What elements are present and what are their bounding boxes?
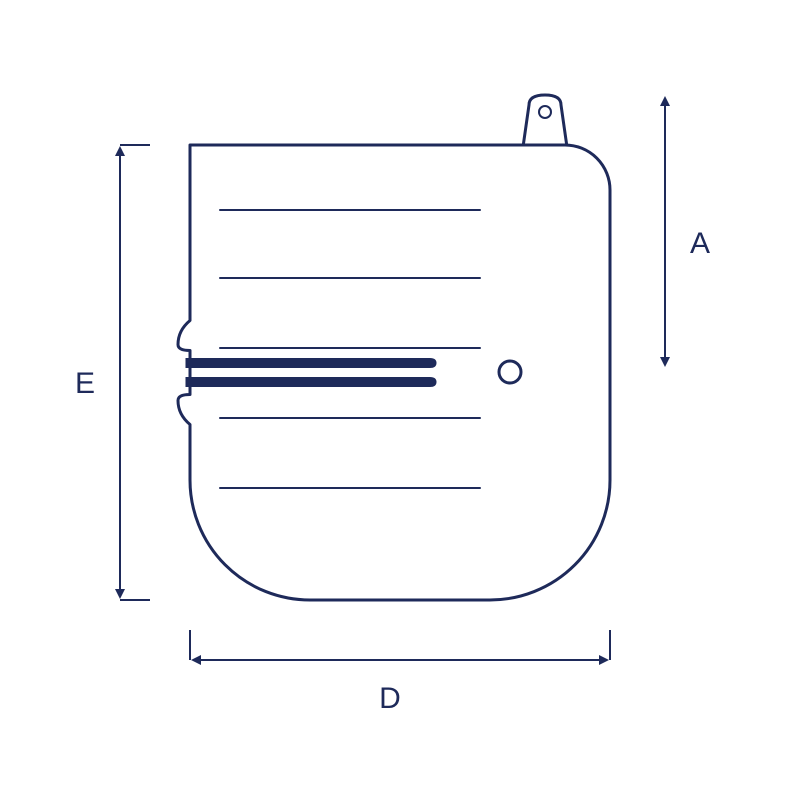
body-outline <box>178 145 610 600</box>
technical-drawing: E A D <box>0 0 800 800</box>
dim-label-E: E <box>75 367 95 400</box>
dim-label-D: D <box>379 682 401 715</box>
mounting-tab <box>523 95 567 147</box>
hinge-pin-2 <box>186 378 436 387</box>
dim-label-A: A <box>690 227 710 260</box>
hinge-pin-1 <box>186 359 436 368</box>
